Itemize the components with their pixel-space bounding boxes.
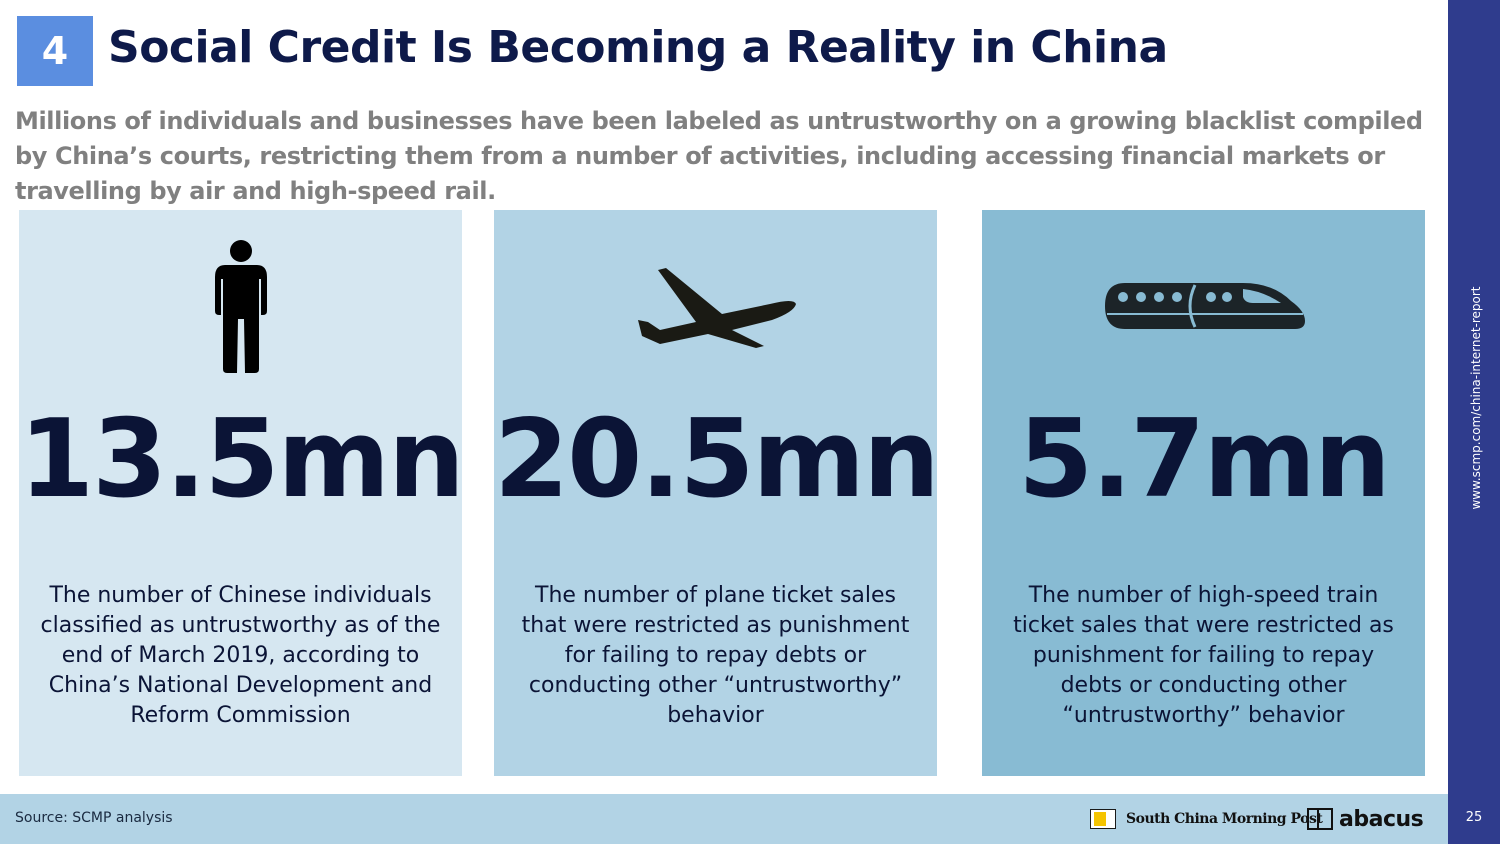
- abacus-logo-text: abacus: [1339, 806, 1424, 832]
- stat-value-plane-tickets: 20.5mn: [494, 397, 940, 522]
- stat-description-train-tickets: The number of high-speed train ticket sa…: [1013, 583, 1394, 728]
- page-subtitle: Millions of individuals and businesses h…: [15, 107, 1423, 205]
- train-icon: [982, 236, 1425, 376]
- scmp-logo-icon: [1090, 809, 1116, 829]
- abacus-logo: abacus: [1307, 806, 1424, 832]
- scmp-logo: South China Morning Post: [1090, 808, 1323, 830]
- section-number-badge: 4: [17, 16, 93, 86]
- page-number: 25: [1465, 810, 1483, 825]
- footer: Source: SCMP analysis South China Mornin…: [0, 794, 1448, 844]
- person-icon: [19, 236, 462, 376]
- side-bar: [1448, 0, 1500, 844]
- stat-card-train-tickets: 5.7mn The number of high-speed train tic…: [982, 210, 1425, 776]
- abacus-logo-icon: [1307, 808, 1333, 830]
- airplane-icon: [494, 236, 937, 376]
- stat-value-individuals: 13.5mn: [19, 397, 465, 522]
- scmp-logo-text: South China Morning Post: [1126, 811, 1323, 827]
- stat-card-individuals: 13.5mn The number of Chinese individuals…: [19, 210, 465, 776]
- stat-description-individuals: The number of Chinese individuals classi…: [40, 583, 441, 728]
- stat-description-plane-tickets: The number of plane ticket sales that we…: [521, 583, 910, 728]
- stat-card-plane-tickets: 20.5mn The number of plane ticket sales …: [494, 210, 940, 776]
- source-note: Source: SCMP analysis: [15, 810, 173, 826]
- page-title: Social Credit Is Becoming a Reality in C…: [108, 22, 1168, 73]
- side-url-link[interactable]: www.scmp.com/china-internet-report: [1469, 286, 1483, 510]
- stat-value-train-tickets: 5.7mn: [1018, 397, 1391, 522]
